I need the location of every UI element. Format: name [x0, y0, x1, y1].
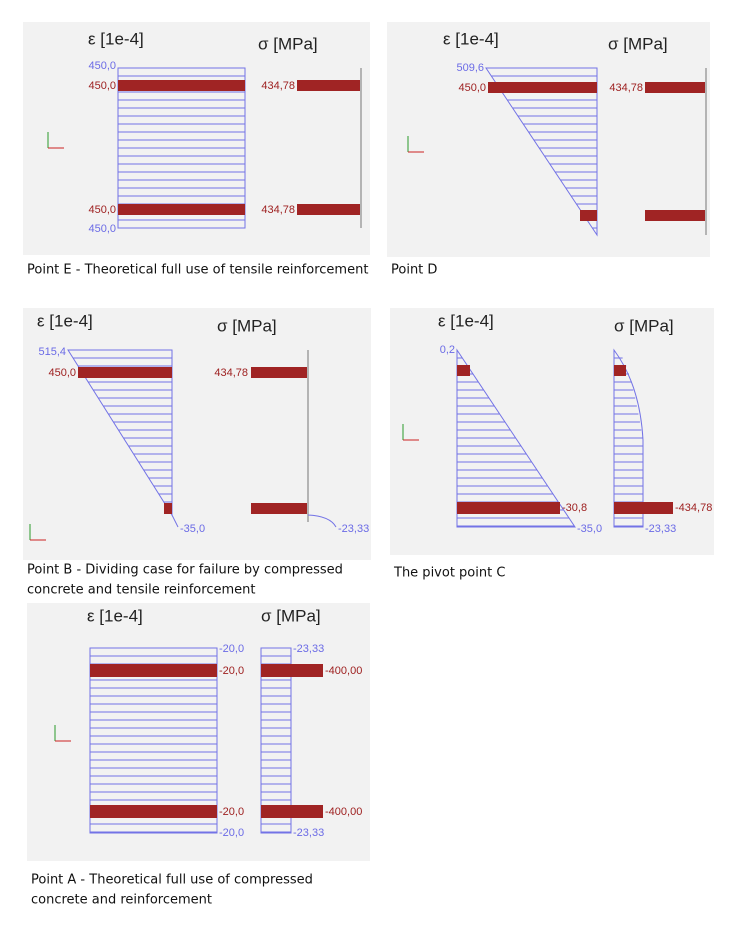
strain-header: ε [1e-4]	[87, 606, 143, 625]
caption: The pivot point C	[393, 566, 505, 581]
strain-header: ε [1e-4]	[438, 311, 494, 330]
value-label: 0,2	[440, 344, 455, 356]
leader	[171, 514, 179, 528]
stress-curve	[307, 514, 337, 528]
value-label: -434,78	[675, 502, 712, 514]
caption: Point E - Theoretical full use of tensil…	[27, 263, 368, 278]
bar	[457, 502, 560, 514]
panel-background	[27, 603, 370, 861]
value-label: -30,8	[562, 502, 587, 514]
value-label: 515,4	[38, 346, 66, 358]
strain-header: ε [1e-4]	[37, 311, 93, 330]
value-label: -23,33	[293, 643, 324, 655]
stress-header: σ [MPa]	[608, 34, 668, 53]
value-label: -23,33	[338, 523, 369, 535]
caption: concrete and reinforcement	[31, 893, 212, 908]
bar	[457, 365, 470, 376]
bar	[614, 365, 626, 376]
value-label: -400,00	[325, 665, 362, 677]
bar	[261, 805, 323, 818]
value-label: -20,0	[219, 665, 244, 677]
bar	[261, 664, 323, 677]
stress-header: σ [MPa]	[217, 316, 277, 335]
stress-header: σ [MPa]	[258, 34, 318, 53]
value-label: 450,0	[88, 204, 116, 216]
value-label: 450,0	[48, 367, 76, 379]
value-label: 509,6	[456, 62, 484, 74]
bar	[251, 503, 307, 514]
caption: concrete and tensile reinforcement	[27, 583, 255, 598]
value-label: -23,33	[645, 523, 676, 535]
value-label: -20,0	[219, 806, 244, 818]
value-label: -35,0	[577, 523, 602, 535]
bar	[614, 502, 673, 514]
value-label: -20,0	[219, 827, 244, 839]
value-label: 434,78	[261, 80, 295, 92]
value-label: -20,0	[219, 643, 244, 655]
value-label: -23,33	[293, 827, 324, 839]
bar	[645, 82, 705, 93]
value-label: 450,0	[88, 223, 116, 235]
value-label: 450,0	[458, 82, 486, 94]
bar	[580, 210, 597, 221]
value-label: -400,00	[325, 806, 362, 818]
bar	[118, 80, 245, 91]
bar	[251, 367, 307, 378]
caption: Point B - Dividing case for failure by c…	[27, 563, 343, 578]
bar	[164, 503, 172, 514]
value-label: 450,0	[88, 80, 116, 92]
value-label: 434,78	[214, 367, 248, 379]
caption: Point A - Theoretical full use of compre…	[31, 873, 313, 888]
bar	[488, 82, 597, 93]
bar	[118, 204, 245, 215]
caption: Point D	[391, 263, 437, 278]
value-label: 434,78	[609, 82, 643, 94]
strain-header: ε [1e-4]	[443, 29, 499, 48]
stress-header: σ [MPa]	[261, 606, 321, 625]
bar	[645, 210, 705, 221]
bar	[90, 664, 217, 677]
stress-block	[613, 348, 644, 528]
value-label: 450,0	[88, 60, 116, 72]
bar	[297, 204, 360, 215]
value-label: 434,78	[261, 204, 295, 216]
panel-background	[23, 22, 370, 255]
value-label: -35,0	[180, 523, 205, 535]
stress-header: σ [MPa]	[614, 316, 674, 335]
bar	[78, 367, 172, 378]
bar	[297, 80, 360, 91]
bar	[90, 805, 217, 818]
strain-header: ε [1e-4]	[88, 29, 144, 48]
